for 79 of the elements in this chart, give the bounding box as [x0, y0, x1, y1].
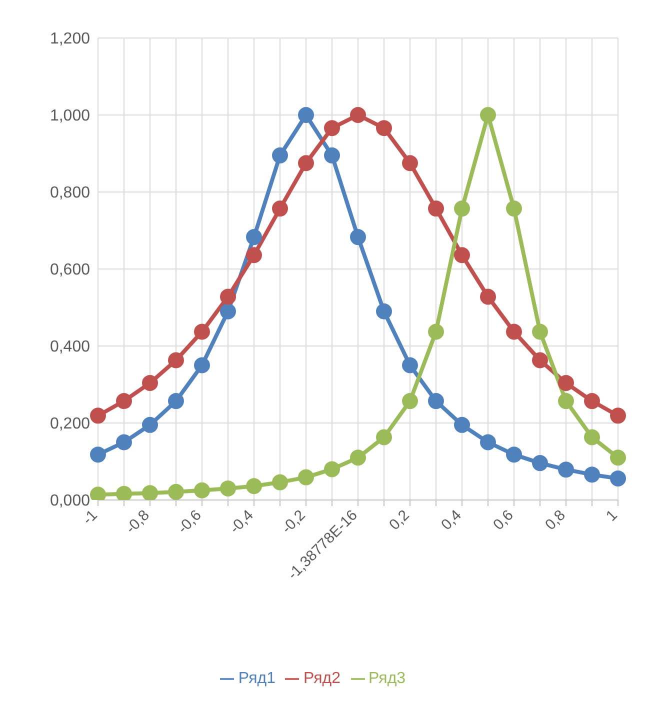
point: [168, 352, 184, 368]
point: [454, 416, 470, 433]
point: [376, 303, 392, 320]
y-tick-label: 0,800: [50, 184, 90, 202]
point: [220, 480, 236, 496]
point: [610, 450, 626, 466]
x-tick-label: -0,4: [226, 506, 257, 538]
point: [194, 324, 210, 340]
point: [324, 147, 340, 164]
point: [480, 288, 496, 305]
point: [116, 434, 132, 450]
point: [454, 247, 470, 264]
point: [324, 120, 340, 136]
point: [428, 324, 444, 340]
point: [428, 200, 444, 217]
point: [610, 408, 626, 424]
point: [272, 474, 288, 490]
point: [402, 393, 418, 410]
y-tick-label: 1,000: [50, 108, 90, 125]
point: [454, 200, 470, 217]
point: [584, 393, 600, 410]
point: [480, 434, 496, 450]
point: [194, 357, 210, 374]
point: [532, 352, 548, 368]
point: [168, 393, 184, 410]
point: [116, 486, 132, 500]
point: [506, 446, 522, 463]
legend-label: Ряд1: [238, 670, 276, 687]
point: [246, 229, 262, 246]
point: [532, 324, 548, 340]
point: [506, 200, 522, 217]
point: [402, 357, 418, 374]
point: [376, 120, 392, 136]
point: [220, 303, 236, 320]
y-tick-label: 1,200: [50, 30, 90, 48]
point: [298, 469, 314, 486]
x-tick-label: 0,8: [542, 506, 569, 534]
y-tick-label: 0,400: [50, 338, 90, 356]
x-tick-label: -0,8: [122, 506, 153, 538]
point: [584, 429, 600, 446]
point: [480, 107, 496, 123]
point: [506, 324, 522, 340]
point: [558, 393, 574, 410]
point: [350, 450, 366, 466]
point: [220, 288, 236, 305]
point: [350, 107, 366, 123]
point: [116, 393, 132, 410]
point: [142, 374, 158, 391]
y-tick-label: 0,200: [50, 416, 90, 433]
point: [376, 429, 392, 446]
x-tick-label: 0,6: [490, 506, 517, 534]
point: [194, 482, 210, 498]
point: [142, 416, 158, 433]
point: [402, 155, 418, 172]
x-tick-label: 0,2: [386, 506, 413, 534]
point: [350, 229, 366, 246]
point: [558, 462, 574, 478]
point: [246, 478, 262, 494]
x-tick-label: -0,6: [174, 506, 205, 538]
point: [272, 200, 288, 217]
point: [298, 107, 314, 123]
point: [246, 247, 262, 264]
point: [90, 408, 106, 424]
point: [298, 155, 314, 172]
y-tick-label: 0,600: [50, 262, 90, 279]
point: [168, 484, 184, 500]
point: [324, 461, 340, 478]
legend-label: Ряд3: [368, 670, 406, 687]
point: [272, 147, 288, 164]
x-tick-label: 1: [602, 506, 621, 525]
point: [584, 466, 600, 483]
point: [610, 470, 626, 486]
legend-label: Ряд2: [303, 670, 341, 687]
x-tick-label: 0,4: [438, 506, 465, 534]
point: [532, 455, 548, 472]
point: [558, 374, 574, 391]
point: [90, 446, 106, 463]
point: [142, 485, 158, 500]
point: [428, 393, 444, 410]
